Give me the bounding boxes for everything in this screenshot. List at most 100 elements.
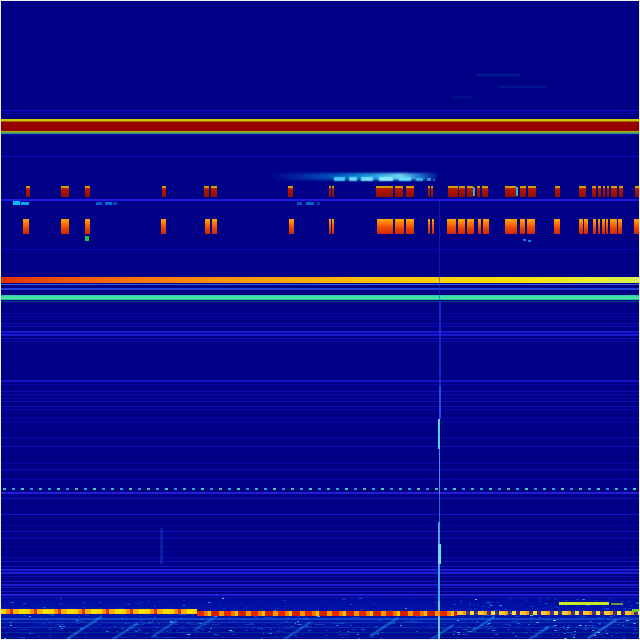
noise-speck (541, 632, 543, 634)
hline (1, 569, 639, 571)
dotted-row-marker (480, 488, 483, 491)
noise-speck (597, 632, 601, 634)
noise-speck (607, 614, 609, 616)
noise-speck (281, 617, 283, 619)
noise-hseg (284, 628, 292, 629)
dotted-row-marker (552, 488, 555, 491)
dotted-row-marker (30, 488, 33, 491)
noise-speck (261, 632, 264, 634)
noise-speck (277, 607, 279, 609)
noise-speck (250, 623, 254, 624)
noise-speck (117, 627, 121, 629)
noise-speck (83, 620, 86, 622)
dotted-row-marker (597, 488, 600, 491)
yellow-green-segment-dim (611, 602, 623, 605)
dash-row-lower-dash (520, 218, 525, 234)
noise-speck (250, 621, 253, 623)
noise-speck (434, 610, 437, 612)
hline (1, 288, 639, 291)
noise-speck (581, 610, 583, 612)
noise-hseg (231, 633, 237, 635)
noise-speck (575, 598, 579, 600)
noise-speck (563, 625, 566, 627)
noise-speck (586, 605, 590, 607)
vline-segment (438, 449, 440, 494)
hline (1, 313, 639, 314)
noise-hseg (84, 614, 89, 616)
noise-speck (474, 598, 477, 600)
hline (1, 591, 639, 593)
noise-hseg (142, 623, 152, 625)
noise-speck (554, 606, 558, 608)
noise-speck (460, 602, 463, 603)
noise-speck (136, 603, 140, 605)
noise-speck (229, 629, 233, 631)
dash-row-upper-dash (204, 185, 209, 197)
noise-speck (575, 617, 578, 619)
noise-speck (544, 637, 547, 639)
hline (1, 112, 639, 114)
noise-speck (512, 631, 515, 633)
noise-speck (471, 619, 474, 621)
noise-speck (303, 618, 307, 620)
noise-speck (632, 626, 634, 628)
noise-hseg (163, 636, 174, 638)
noise-speck (398, 618, 402, 619)
hline (1, 531, 639, 533)
vline-segment (437, 544, 441, 564)
accent-dot (306, 201, 314, 205)
hline (1, 283, 639, 286)
dotted-row-marker (39, 488, 42, 491)
noise-speck (325, 630, 329, 631)
dash-row-lower-dash (593, 218, 596, 234)
noise-speck (359, 598, 363, 600)
noise-speck (632, 623, 636, 624)
noise-speck (283, 599, 287, 601)
noise-speck (54, 619, 56, 620)
hline (1, 492, 639, 494)
noise-speck (636, 602, 639, 604)
noise-speck (30, 631, 32, 633)
dash-row-upper-dash (528, 185, 536, 197)
noise-speck (489, 620, 493, 622)
noise-speck (483, 603, 486, 605)
noise-speck (480, 624, 482, 626)
noise-speck (516, 628, 518, 630)
dotted-row-marker (246, 488, 249, 491)
dotted-row-marker (471, 488, 474, 491)
noise-speck (60, 627, 63, 629)
dash-row-lower-dash (432, 218, 434, 234)
noise-speck (594, 625, 596, 627)
dash-row-lower-dash (606, 218, 608, 234)
noise-speck (246, 607, 247, 609)
noise-speck (97, 623, 101, 625)
dash-row-lower-dash (610, 218, 617, 234)
noise-speck (622, 615, 625, 617)
noise-speck (551, 609, 553, 611)
noise-speck (305, 617, 308, 619)
noise-speck (582, 609, 586, 611)
noise-hseg (55, 618, 65, 620)
orange-gradient-band (1, 276, 639, 284)
dash-row-lower-dash (212, 218, 217, 234)
hline (1, 323, 639, 325)
noise-speck (336, 632, 339, 634)
diagonal-streak (453, 96, 473, 98)
dotted-row-marker (318, 488, 321, 491)
noise-speck (153, 616, 155, 618)
noise-speck (298, 618, 300, 620)
noise-speck (580, 616, 581, 618)
noise-speck (301, 633, 304, 635)
noise-speck (319, 618, 322, 620)
dotted-row-marker (147, 488, 150, 491)
dash-row-lower-dash (579, 218, 583, 234)
noise-speck (468, 630, 472, 632)
dash-row-upper-dash (459, 185, 465, 197)
noise-speck (274, 610, 277, 612)
noise-speck (564, 619, 566, 621)
noise-speck (508, 600, 512, 602)
noise-speck (38, 624, 41, 625)
dash-row-lower-dash (395, 218, 404, 234)
hline (1, 581, 639, 583)
noise-speck (227, 616, 231, 618)
